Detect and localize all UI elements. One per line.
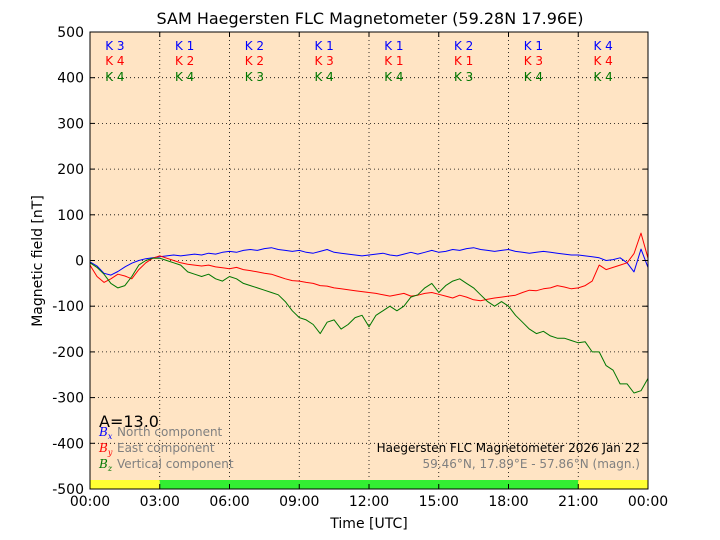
x-tick-label: 15:00 (419, 494, 459, 510)
station-annotation-title: Haegersten FLC Magnetometer 2026 Jan 22 (377, 441, 640, 455)
k-index-east: K 3 (314, 54, 333, 68)
legend-east-symbol: By (98, 441, 113, 457)
x-tick-label: 00:00 (628, 494, 668, 510)
legend: Bx North component By East component Bz … (98, 425, 234, 473)
y-tick-label: -400 (52, 436, 84, 452)
k-index-vertical: K 3 (454, 70, 473, 84)
chart-title: SAM Haegersten FLC Magnetometer (59.28N … (157, 9, 584, 28)
k-index-east: K 3 (524, 54, 543, 68)
x-tick-label: 18:00 (488, 494, 528, 510)
k-index-vertical: K 3 (245, 70, 264, 84)
k-index-east: K 4 (593, 54, 612, 68)
k-index-north: K 4 (593, 39, 612, 53)
y-tick-label: 300 (57, 116, 84, 132)
k-index-north: K 1 (314, 39, 333, 53)
east-component-line (89, 232, 649, 302)
y-tick-label: 400 (57, 71, 84, 87)
daylight-segment (578, 480, 648, 489)
daylight-segment (90, 480, 160, 489)
legend-north-symbol: Bx (98, 425, 113, 441)
y-tick-label: -500 (52, 482, 84, 498)
y-tick-label: -100 (52, 299, 84, 315)
legend-vertical: Bz Vertical component (98, 457, 234, 473)
k-index-east: K 1 (384, 54, 403, 68)
k-index-east: K 4 (105, 54, 124, 68)
x-tick-label: 03:00 (140, 494, 180, 510)
vertical-component-line (89, 257, 649, 394)
k-index-vertical: K 4 (175, 70, 194, 84)
a-index-label: A=13.0 (99, 412, 159, 431)
x-tick-label: 09:00 (279, 494, 319, 510)
k-index-north: K 1 (524, 39, 543, 53)
y-axis-label: Magnetic field [nT] (30, 195, 46, 327)
legend-east-label: East component (117, 441, 215, 455)
y-tick-label: 100 (57, 208, 84, 224)
k-index-north: K 1 (384, 39, 403, 53)
k-index-vertical: K 4 (593, 70, 612, 84)
y-tick-label: 0 (75, 254, 84, 270)
legend-east: By East component (98, 441, 215, 457)
k-index-east: K 2 (245, 54, 264, 68)
north-component-line (89, 247, 649, 276)
x-axis-label: Time [UTC] (329, 516, 407, 532)
x-axis-ticks: 00:00 03:00 06:00 09:00 12:00 15:00 18:00 21:00… (70, 32, 668, 510)
k-index-north: K 2 (454, 39, 473, 53)
k-index-vertical: K 4 (105, 70, 124, 84)
data-series (89, 232, 649, 394)
legend-north: Bx North component (98, 425, 223, 441)
x-tick-label: 00:00 (70, 494, 110, 510)
grid-lines (90, 32, 648, 489)
legend-vertical-label: Vertical component (117, 457, 234, 471)
legend-north-label: North component (117, 425, 223, 439)
station-annotation-coords: 59.46°N, 17.89°E - 57.86°N (magn.) (423, 457, 640, 471)
y-tick-label: -200 (52, 345, 84, 361)
k-index-vertical: K 4 (314, 70, 333, 84)
k-index-east: K 1 (454, 54, 473, 68)
x-tick-label: 12:00 (349, 494, 389, 510)
y-tick-label: 500 (57, 25, 84, 41)
x-tick-label: 06:00 (209, 494, 249, 510)
k-index-north: K 2 (245, 39, 264, 53)
y-tick-label: 200 (57, 162, 84, 178)
k-index-east: K 2 (175, 54, 194, 68)
x-tick-label: 21:00 (558, 494, 598, 510)
k-index-vertical: K 4 (524, 70, 543, 84)
k-index-vertical: K 4 (384, 70, 403, 84)
y-tick-label: -300 (52, 391, 84, 407)
y-axis-ticks: -500 -400 -300 -200 -100 0 100 200 300 400 500 (52, 25, 648, 498)
k-index-north: K 1 (175, 39, 194, 53)
legend-vertical-symbol: Bz (98, 457, 113, 473)
k-index-north: K 3 (105, 39, 124, 53)
